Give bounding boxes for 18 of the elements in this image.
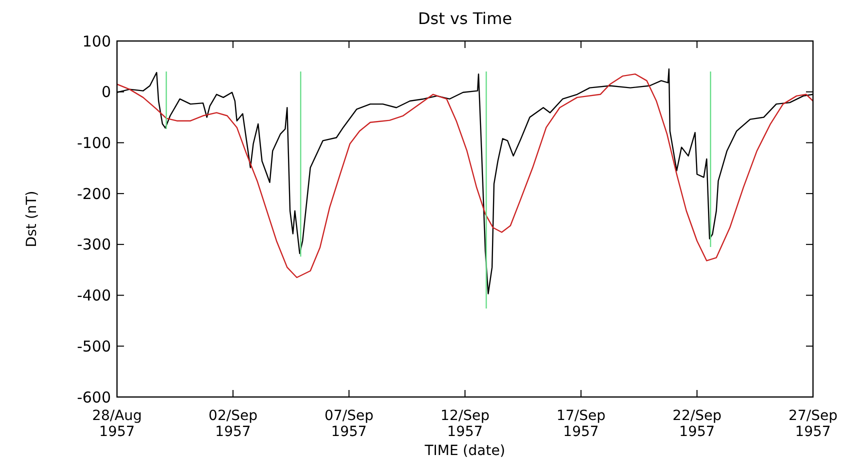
y-tick-label: -600 <box>76 388 111 406</box>
y-tick-label: -200 <box>76 184 111 203</box>
y-tick-label: 0 <box>101 83 111 102</box>
x-tick-label: 07/Sep 1957 <box>324 408 374 440</box>
y-tick-label: -400 <box>76 286 111 305</box>
chart-title: Dst vs Time <box>418 9 512 28</box>
x-tick-label: 22/Sep 1957 <box>672 408 722 440</box>
x-tick-label: 17/Sep 1957 <box>556 408 606 440</box>
y-tick-label: -100 <box>76 134 111 152</box>
y-tick-label: -300 <box>76 236 111 254</box>
x-tick-label: 12/Sep 1957 <box>440 408 490 440</box>
x-axis-title: TIME (date) <box>424 443 506 459</box>
y-tick-label: 100 <box>82 32 111 50</box>
y-axis-title: Dst (nT) <box>24 190 40 248</box>
x-tick-label: 27/Sep 1957 <box>788 408 838 440</box>
x-tick-label: 02/Sep 1957 <box>208 408 258 440</box>
x-tick-label: 28/Aug 1957 <box>92 408 142 440</box>
y-tick-label: -500 <box>76 337 111 356</box>
